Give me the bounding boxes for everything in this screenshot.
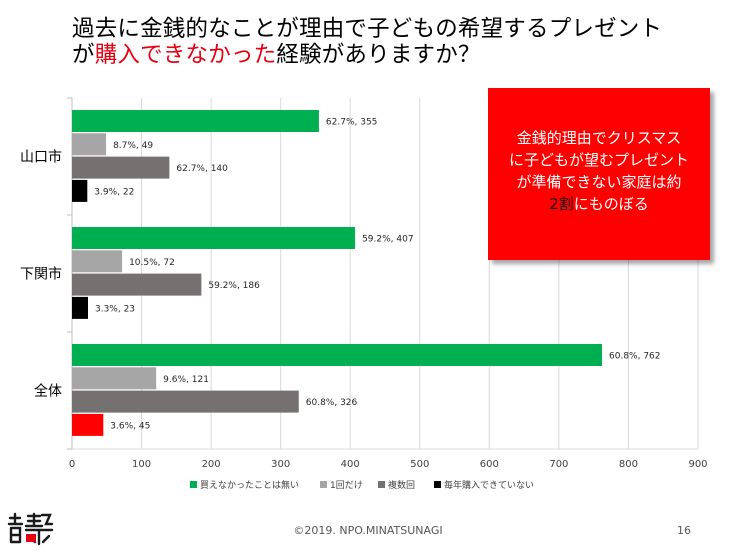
callout-line-4: 2割にものぼる <box>494 193 704 215</box>
bar <box>72 273 202 296</box>
bar-data-label: 62.7%, 140 <box>176 164 228 174</box>
legend-swatch <box>378 481 385 488</box>
callout-line-4-post: にものぼる <box>573 195 649 213</box>
organization-logo <box>7 512 54 546</box>
legend-label: 複数回 <box>388 479 415 491</box>
x-tick-label: 800 <box>619 459 638 470</box>
bar-data-label: 3.3%, 23 <box>95 304 135 314</box>
bar-data-label: 60.8%, 326 <box>306 398 358 408</box>
bar <box>72 133 107 156</box>
callout-box: 金銭的理由でクリスマス に子どもが望むプレゼント が準備できない家庭は約 2割に… <box>488 88 710 260</box>
x-tick-label: 200 <box>202 459 221 470</box>
legend-swatch <box>190 481 197 488</box>
callout-number: 2割 <box>549 195 574 213</box>
bar <box>72 367 157 390</box>
callout-line-2: に子どもが望むプレゼント <box>508 151 689 169</box>
category-label: 下関市 <box>20 266 62 283</box>
legend-swatch <box>434 481 441 488</box>
x-tick-label: 100 <box>132 459 151 470</box>
bar-data-label: 62.7%, 355 <box>326 118 378 128</box>
legend-swatch <box>320 481 327 488</box>
title-highlight: 購入できなかった <box>94 42 277 68</box>
x-tick-label: 700 <box>549 459 568 470</box>
page-number: 16 <box>677 524 691 537</box>
x-tick-label: 400 <box>341 459 360 470</box>
category-label: 山口市 <box>20 149 62 166</box>
legend-label: 買えなかったことは無い <box>200 479 299 491</box>
bar-data-label: 3.9%, 22 <box>94 187 134 197</box>
callout-text: 金銭的理由でクリスマス に子どもが望むプレゼント が準備できない家庭は約 2割に… <box>494 127 704 215</box>
title-line-2-pre: が <box>72 42 95 68</box>
bar <box>72 227 356 249</box>
bar <box>72 344 603 366</box>
footer-copyright: ©2019. NPO.MINATSUNAGI <box>293 524 443 537</box>
x-tick-label: 600 <box>480 459 499 470</box>
x-tick-label: 0 <box>69 459 75 470</box>
legend-label: 1回だけ <box>330 480 363 491</box>
callout-line-1: 金銭的理由でクリスマス <box>516 129 682 147</box>
bar <box>72 110 319 132</box>
slide-title: 過去に金銭的なことが理由で子どもの希望するプレゼント が購入できなかった経験があ… <box>72 16 722 68</box>
bar-data-label: 60.8%, 762 <box>609 352 661 362</box>
bar-data-label: 8.7%, 49 <box>113 141 153 151</box>
callout-line-3: が準備できない家庭は約 <box>516 173 682 191</box>
legend-label: 毎年購入できていない <box>444 479 534 491</box>
bar <box>72 250 123 273</box>
bar-data-label: 9.6%, 121 <box>163 375 209 385</box>
bar-data-label: 59.2%, 186 <box>208 281 260 291</box>
bar <box>72 296 88 319</box>
category-label: 全体 <box>34 383 62 400</box>
bar-data-label: 3.6%, 45 <box>110 421 150 431</box>
bar <box>72 179 88 202</box>
bar-data-label: 59.2%, 407 <box>362 235 414 245</box>
bar-chart: 0 100 200 300 400 500 600 700 800 900 山口市 62.7%, 35… <box>20 97 708 491</box>
x-tick-label: 300 <box>271 459 290 470</box>
title-line-2: が購入できなかった経験がありますか？ <box>72 42 722 68</box>
x-tick-label: 900 <box>688 459 707 470</box>
bar-data-label: 10.5%, 72 <box>129 258 175 268</box>
bar <box>72 413 104 436</box>
bar <box>72 156 170 179</box>
x-tick-label: 500 <box>410 459 429 470</box>
bar <box>72 390 299 413</box>
title-line-2-post: 経験がありますか？ <box>276 42 481 68</box>
title-line-1: 過去に金銭的なことが理由で子どもの希望するプレゼント <box>72 16 663 42</box>
